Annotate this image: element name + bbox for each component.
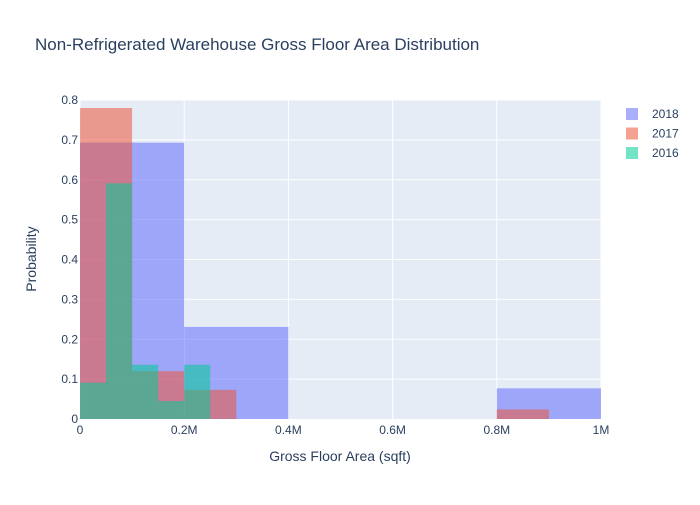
y-tick-label: 0.4: [61, 253, 78, 267]
legend[interactable]: 2018 2017 2016: [626, 107, 679, 160]
y-tick-label: 0.2: [61, 332, 78, 346]
histogram-bar-2016[interactable]: [184, 364, 211, 419]
histogram-bar-2016[interactable]: [80, 382, 107, 419]
histogram-bar-2016[interactable]: [106, 183, 133, 419]
histogram-bar-2017[interactable]: [496, 409, 549, 419]
legend-swatch: [626, 108, 638, 120]
y-tick-label: 0.1: [61, 372, 78, 386]
x-tick-label: 0.8M: [483, 423, 510, 437]
y-tick-label: 0.3: [61, 292, 78, 306]
legend-swatch: [626, 147, 638, 159]
legend-label: 2018: [652, 107, 679, 121]
x-tick-label: 1M: [593, 423, 610, 437]
x-axis-label: Gross Floor Area (sqft): [269, 448, 411, 464]
legend-item-2017[interactable]: 2017: [626, 127, 679, 141]
y-tick-label: 0.6: [61, 173, 78, 187]
y-axis-ticks: 0 0.1 0.2 0.3 0.4 0.5 0.6 0.7 0.8: [61, 93, 78, 426]
x-tick-label: 0.6M: [379, 423, 406, 437]
legend-swatch: [626, 127, 638, 140]
legend-item-2018[interactable]: 2018: [626, 107, 679, 121]
y-axis-label: Probability: [23, 226, 39, 291]
x-tick-label: 0.2M: [171, 423, 198, 437]
y-tick-label: 0.5: [61, 213, 78, 227]
x-axis-ticks: 0 0.2M 0.4M 0.6M 0.8M 1M: [77, 423, 610, 437]
legend-label: 2017: [652, 127, 679, 141]
histogram-bar-2016[interactable]: [158, 401, 185, 419]
y-tick-label: 0: [71, 412, 78, 426]
y-tick-label: 0.8: [61, 93, 78, 107]
x-tick-label: 0: [77, 423, 84, 437]
y-tick-label: 0.7: [61, 133, 78, 147]
legend-item-2016[interactable]: 2016: [626, 146, 679, 160]
bars-layer: [80, 107, 601, 419]
x-tick-label: 0.4M: [275, 423, 302, 437]
chart-title: Non-Refrigerated Warehouse Gross Floor A…: [35, 35, 479, 54]
legend-label: 2016: [652, 146, 679, 160]
histogram-bar-2016[interactable]: [132, 364, 159, 419]
